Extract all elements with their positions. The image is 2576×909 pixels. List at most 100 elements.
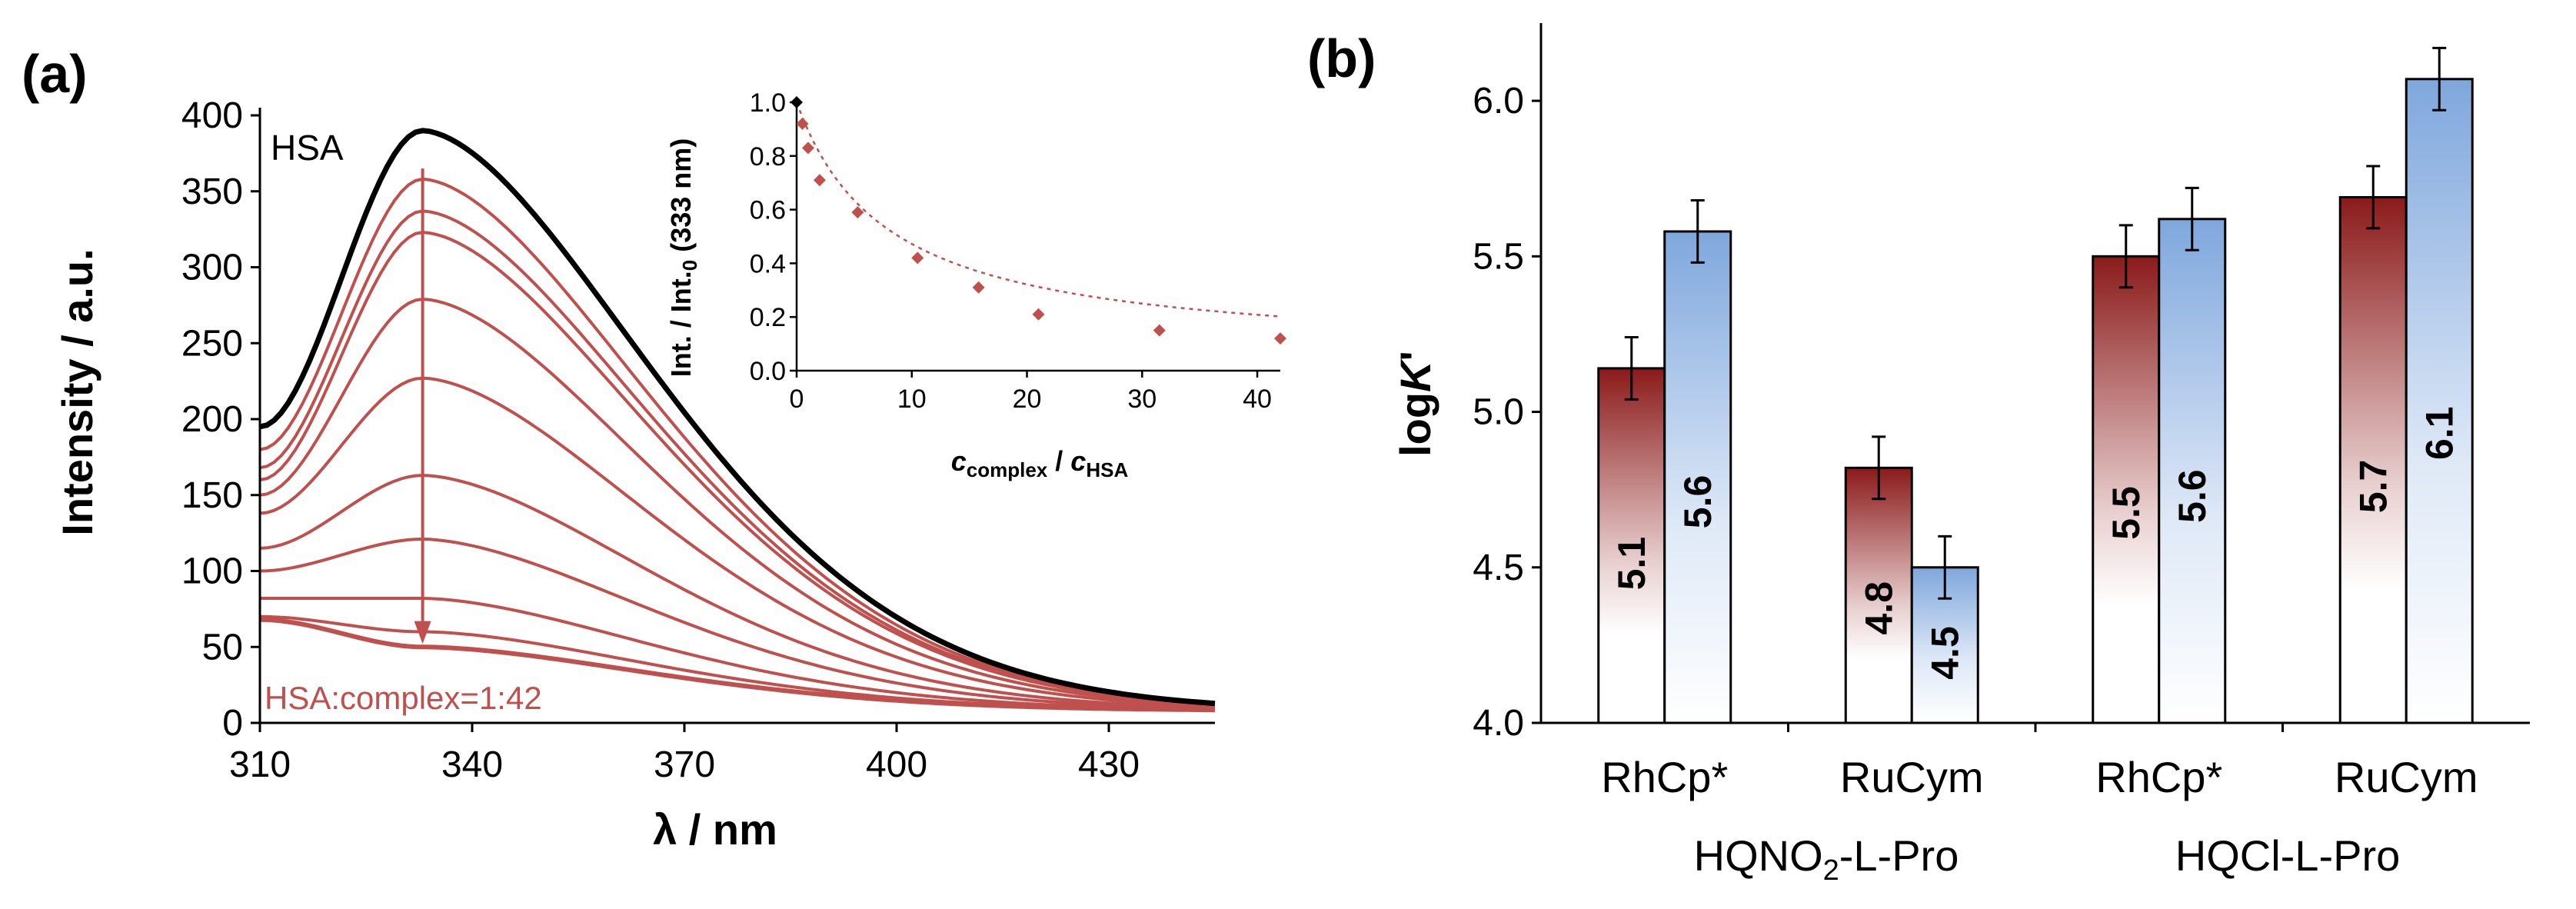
inset-x-title-sub2: HSA <box>1086 458 1128 481</box>
inset-x-title-c1: c <box>951 445 967 477</box>
spectra-x-tick-label: 340 <box>441 744 503 785</box>
bar-value-label: 5.6 <box>2171 469 2214 523</box>
inset-data-point <box>813 174 826 187</box>
inset-data-point <box>911 251 924 265</box>
inset-x-tick-label: 40 <box>1243 385 1272 414</box>
inset-y-tick-label: 1.0 <box>750 88 786 118</box>
inset-data-point <box>1274 332 1286 345</box>
logk-y-title-prime: ' <box>1391 351 1439 361</box>
bar-value-label: 4.8 <box>1857 581 1900 635</box>
group-label-hqcl: HQCl-L-Pro <box>2175 831 2400 880</box>
spectra-y-tick-label: 400 <box>181 95 243 136</box>
inset-x-tick-label: 10 <box>897 385 927 414</box>
inset-data-point <box>801 142 814 155</box>
spectra-y-ticks: 0 50 100 150 200 250 300 350 400 <box>181 95 260 744</box>
category-label: RuCym <box>2335 753 2478 801</box>
spectra-x-title: λ / nm <box>653 805 777 854</box>
logk-y-title-k: K <box>1391 358 1439 392</box>
spectrum-line <box>259 177 1216 706</box>
spectrum-line <box>260 597 1216 711</box>
logk-x-ticks <box>1787 723 2284 732</box>
spectra-y-tick-label: 250 <box>181 323 243 364</box>
logk-y-title: logK' <box>1391 351 1439 457</box>
group-label-hqno2-b: -L-Pro <box>1839 831 1959 880</box>
group-label-hqno2-a: HQNO <box>1694 831 1823 880</box>
inset-x-ticks: 0 10 20 30 40 <box>790 371 1272 414</box>
logk-y-tick-label: 4.0 <box>1473 703 1524 744</box>
inset-data-point <box>972 281 985 294</box>
spectra-series-group <box>259 128 1216 713</box>
quench-arrow-head-icon <box>414 621 431 644</box>
inset-y-title-prefix: Int. / Int. <box>665 271 697 377</box>
logk-bar-plot: 4.0 4.5 5.0 5.5 6.0 5.1 5.6 4.8 4.5 5.5 5.6 5.7 6.1… <box>1473 23 2530 801</box>
inset-y-title-sub: 0 <box>678 260 701 271</box>
group-label-hqno2-sub: 2 <box>1823 854 1839 887</box>
inset-x-title-slash: / <box>1047 445 1070 477</box>
spectrum-line <box>259 376 1216 708</box>
category-label: RuCym <box>1840 753 1984 801</box>
inset-x-title-sub1: complex <box>967 458 1048 481</box>
inset-data-point <box>851 206 864 219</box>
spectrum-line <box>259 297 1216 708</box>
spectra-x-tick-label: 430 <box>1078 744 1140 785</box>
inset-data-point <box>1032 308 1045 321</box>
bar-value-label: 5.1 <box>1610 537 1653 591</box>
spectra-y-tick-label: 350 <box>181 171 243 212</box>
panel-b-label: (b) <box>1307 28 1376 88</box>
inset-x-title: ccomplex / cHSA <box>951 445 1129 481</box>
spectra-y-title: Intensity / a.u. <box>53 248 102 535</box>
logk-y-ticks: 4.0 4.5 5.0 5.5 6.0 <box>1473 81 1541 744</box>
logk-y-tick-label: 6.0 <box>1473 81 1524 122</box>
inset-y-tick-label: 0.4 <box>750 249 786 278</box>
logk-y-tick-label: 5.0 <box>1473 392 1524 433</box>
hsa-complex-annotation: HSA:complex=1:42 <box>265 680 542 716</box>
inset-plot: 0.0 0.2 0.4 0.6 0.8 1.0 0 10 20 30 40 <box>750 88 1286 414</box>
inset-y-tick-label: 0.6 <box>750 196 786 225</box>
spectra-x-tick-label: 310 <box>229 744 291 785</box>
bar-value-label: 5.7 <box>2351 460 2395 514</box>
inset-y-title: Int. / Int.0 (333 nm) <box>665 138 701 378</box>
bar-value-label: 5.5 <box>2105 486 2148 540</box>
group-label-hqno2: HQNO2-L-Pro <box>1694 831 1959 887</box>
spectra-y-tick-label: 150 <box>181 475 243 516</box>
logk-y-tick-label: 5.5 <box>1473 236 1524 277</box>
inset-data-point <box>796 117 809 130</box>
spectrum-line <box>259 209 1216 706</box>
inset-y-tick-label: 0.8 <box>750 142 786 171</box>
inset-x-tick-label: 0 <box>790 385 804 414</box>
bar-value-label: 4.5 <box>1923 626 1966 680</box>
category-label: RhCp* <box>2095 753 2222 801</box>
category-label: RhCp* <box>1601 753 1728 801</box>
inset-x-tick-label: 30 <box>1127 385 1157 414</box>
spectrum-line-hsa <box>259 128 1216 707</box>
panel-a-label: (a) <box>22 44 88 104</box>
spectra-y-tick-label: 200 <box>181 399 243 440</box>
spectra-y-tick-label: 300 <box>181 248 243 288</box>
spectra-y-tick-label: 50 <box>202 627 243 668</box>
bar-value-label: 6.1 <box>2418 407 2461 461</box>
logk-category-labels: RhCp* RuCym RhCp* RuCym <box>1601 753 2478 801</box>
spectrum-line <box>259 474 1216 710</box>
logk-bars: 5.1 5.6 4.8 4.5 5.5 5.6 5.7 6.1 <box>1597 46 2474 724</box>
hsa-annotation: HSA <box>271 128 344 168</box>
spectra-x-ticks: 310 340 370 400 430 <box>229 723 1140 785</box>
spectra-x-tick-label: 400 <box>866 744 927 785</box>
inset-y-title-suffix: (333 nm) <box>665 138 697 260</box>
logk-bar-red <box>2092 255 2161 724</box>
inset-y-tick-label: 0.2 <box>750 303 786 332</box>
inset-x-tick-label: 20 <box>1013 385 1042 414</box>
spectra-y-tick-label: 100 <box>181 551 243 592</box>
logk-bar-blue <box>2405 78 2474 724</box>
spectrum-line <box>259 537 1216 711</box>
logk-bar-blue <box>1663 230 1732 724</box>
bar-value-label: 5.6 <box>1676 475 1719 529</box>
inset-y-ticks: 0.0 0.2 0.4 0.6 0.8 1.0 <box>750 88 797 386</box>
inset-points <box>790 96 1286 345</box>
inset-x-title-c2: c <box>1070 445 1086 477</box>
logk-y-title-main: log <box>1391 392 1439 457</box>
inset-data-point <box>1153 324 1166 337</box>
inset-y-tick-label: 0.0 <box>750 357 786 386</box>
spectra-x-tick-label: 370 <box>654 744 715 785</box>
